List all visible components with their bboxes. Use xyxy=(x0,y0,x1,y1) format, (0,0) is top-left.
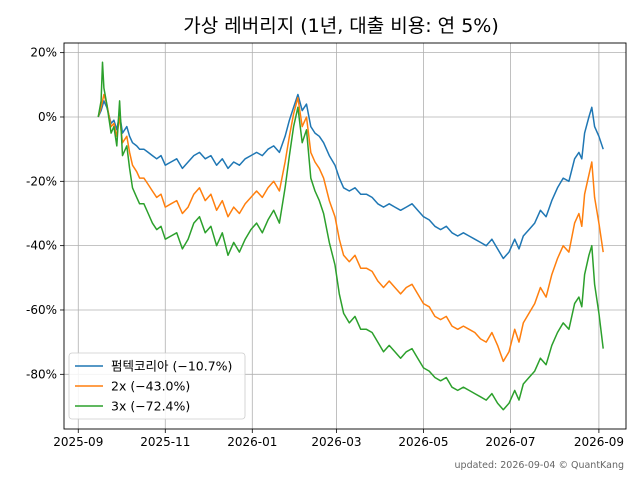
x-tick-label: 2025-11 xyxy=(140,435,190,449)
x-tick-label: 2025-09 xyxy=(53,435,103,449)
legend-label-2: 2x (−43.0%) xyxy=(111,379,190,394)
legend-label-1: 펌텍코리아 (−10.7%) xyxy=(111,359,232,374)
legend-box xyxy=(68,352,246,420)
x-tick-label: 2026-05 xyxy=(398,435,448,449)
plot-frame xyxy=(63,42,627,430)
series-line-2 xyxy=(97,93,604,363)
chart-title: 가상 레버리지 (1년, 대출 비용: 연 5%) xyxy=(183,15,499,37)
footnote: updated: 2026-09-04 © QuantKang xyxy=(455,460,624,471)
legend-label-3: 3x (−72.4%) xyxy=(111,399,190,414)
series-lines xyxy=(97,61,604,411)
y-tick-label: -60% xyxy=(26,303,57,317)
legend: 펌텍코리아 (−10.7%) 2x (−43.0%) 3x (−72.4%) xyxy=(68,352,246,420)
x-tick-label: 2026-07 xyxy=(485,435,535,449)
x-tick-label: 2026-01 xyxy=(227,435,277,449)
y-tick-label: -40% xyxy=(26,239,57,253)
y-tick-label: 20% xyxy=(30,46,57,60)
series-line-1 xyxy=(97,93,604,260)
x-tick-label: 2026-03 xyxy=(311,435,361,449)
y-tick-label: 0% xyxy=(38,110,57,124)
y-tick-label: -20% xyxy=(26,174,57,188)
x-tick-label: 2026-09 xyxy=(574,435,624,449)
axis-ticks: 2025-09 2025-11 2026-01 2026-03 2026-05 2026-… xyxy=(26,46,624,449)
y-tick-label: -80% xyxy=(26,367,57,381)
series-line-3 xyxy=(97,61,604,411)
